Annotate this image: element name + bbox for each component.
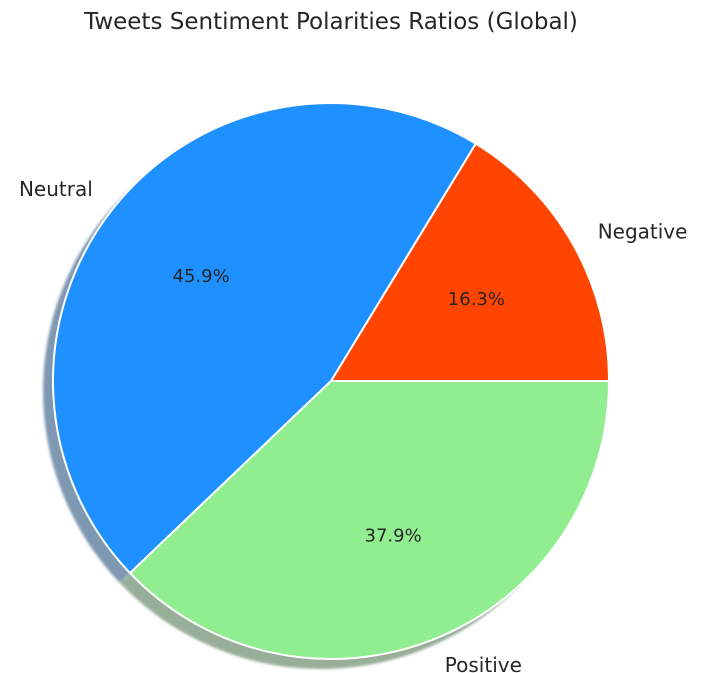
slice-label-positive: Positive [445, 653, 522, 673]
chart-title: Tweets Sentiment Polarities Ratios (Glob… [83, 9, 578, 35]
pie-slices [52, 102, 610, 660]
pct-label-positive: 37.9% [365, 525, 422, 546]
pie-slice-neutral [52, 102, 477, 575]
pct-label-neutral: 45.9% [173, 266, 230, 287]
pct-label-negative: 16.3% [448, 289, 505, 310]
slice-label-neutral: Neutral [19, 177, 93, 201]
pie-slice-negative [330, 142, 610, 382]
slice-label-negative: Negative [598, 219, 688, 243]
pie-slice-positive [129, 380, 610, 660]
pie-labels: 16.3% Negative 45.9% Neutral 37.9% Positive [19, 177, 687, 673]
